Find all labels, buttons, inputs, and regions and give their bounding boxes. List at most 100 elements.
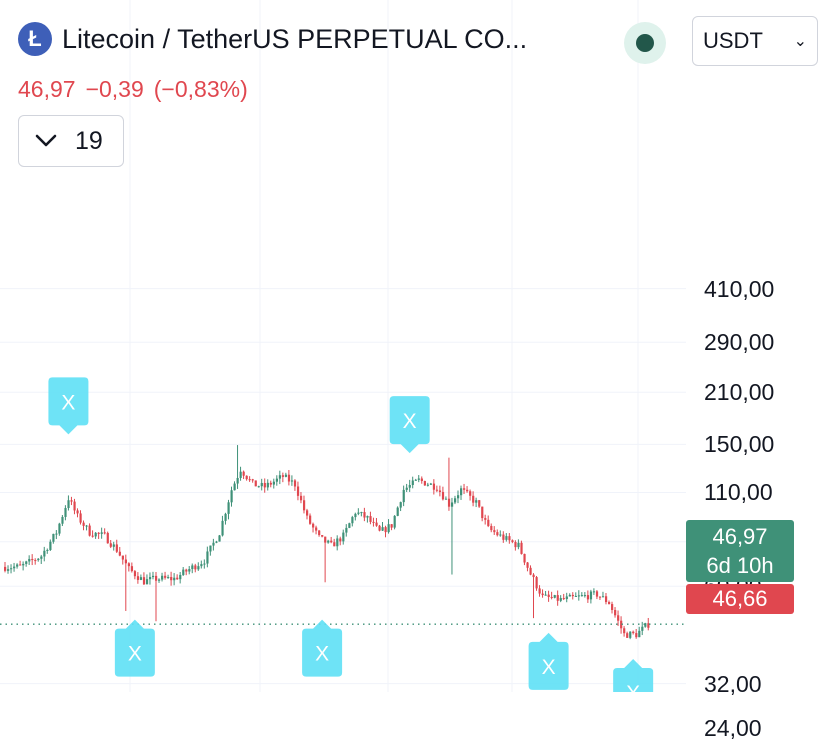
candle-body bbox=[592, 591, 596, 593]
candle-body bbox=[396, 507, 399, 516]
signal-marker-label: X bbox=[542, 656, 556, 679]
signal-marker-bg bbox=[389, 396, 430, 454]
candle-body bbox=[562, 598, 565, 600]
candle-body bbox=[366, 516, 369, 518]
price-quote: 46,97 −0,39 (−0,83%) bbox=[18, 76, 248, 103]
candle-body bbox=[378, 525, 381, 531]
candle-body bbox=[363, 512, 366, 518]
candle-body bbox=[97, 532, 100, 534]
candle-body bbox=[544, 594, 547, 596]
candle-body bbox=[496, 532, 499, 536]
candle-body bbox=[58, 523, 61, 534]
candle-body bbox=[218, 535, 221, 542]
candle-body bbox=[82, 522, 85, 526]
candle-body bbox=[85, 525, 88, 527]
symbol-title[interactable]: Litecoin / TetherUS PERPETUAL CO... bbox=[62, 23, 528, 54]
candle-body bbox=[408, 485, 411, 488]
candle-body bbox=[161, 575, 164, 580]
signal-marker[interactable]: X bbox=[302, 619, 343, 677]
candle-body bbox=[296, 486, 300, 496]
candle-body bbox=[611, 604, 614, 610]
candle-body bbox=[354, 513, 357, 518]
candle-body bbox=[550, 596, 553, 598]
candle-body bbox=[13, 566, 16, 569]
candle-body bbox=[321, 535, 324, 537]
candle-body bbox=[429, 483, 433, 485]
candle-body bbox=[399, 502, 402, 508]
candle-body bbox=[236, 477, 239, 484]
candle-body bbox=[124, 559, 127, 564]
candle-body bbox=[463, 488, 466, 490]
candle-body bbox=[269, 482, 272, 485]
candle-body bbox=[475, 500, 478, 503]
chevron-down-icon: ⌄ bbox=[793, 33, 807, 50]
candle-body bbox=[151, 575, 155, 578]
candle-body bbox=[472, 495, 475, 503]
price-axis-label: 110,00 bbox=[704, 479, 773, 506]
candle-body bbox=[393, 515, 396, 528]
signal-marker[interactable]: X bbox=[613, 659, 654, 692]
candle-body bbox=[351, 517, 354, 524]
candle-body bbox=[275, 478, 278, 482]
candle-body bbox=[348, 523, 351, 528]
candle-body bbox=[387, 524, 390, 533]
chevron-down-icon bbox=[35, 134, 57, 147]
candle-body bbox=[164, 575, 167, 578]
candle-body bbox=[233, 483, 236, 491]
candle-body bbox=[369, 516, 372, 522]
candle-body bbox=[426, 484, 429, 486]
candle-body bbox=[25, 561, 28, 564]
signal-marker[interactable]: X bbox=[114, 619, 155, 677]
indicators-toggle-button[interactable]: 19 bbox=[18, 115, 124, 167]
signal-marker-label: X bbox=[403, 410, 417, 433]
price-chart[interactable]: X X X X X X bbox=[0, 0, 828, 692]
symbol-header: Ł Litecoin / TetherUS PERPETUAL CO... bbox=[18, 22, 527, 56]
candle-body bbox=[435, 489, 439, 491]
candle-body bbox=[514, 542, 517, 548]
candle-body bbox=[31, 558, 34, 561]
candle-body bbox=[127, 563, 131, 567]
candle-body bbox=[620, 620, 623, 629]
candle-body bbox=[10, 568, 13, 570]
candle-body bbox=[136, 576, 140, 580]
signal-marker[interactable]: X bbox=[528, 632, 569, 690]
candle-body bbox=[614, 609, 617, 616]
candle-body bbox=[115, 544, 118, 552]
currency-select-value: USDT bbox=[703, 28, 763, 53]
candle-body bbox=[293, 480, 297, 487]
signal-marker-label: X bbox=[128, 643, 142, 666]
candle-body bbox=[19, 564, 22, 566]
price-axis-label: 150,00 bbox=[704, 431, 775, 458]
currency-select[interactable]: USDT ⌄ bbox=[692, 16, 818, 66]
candle-body bbox=[251, 479, 254, 481]
candle-body bbox=[73, 501, 76, 511]
candle-body bbox=[257, 486, 260, 488]
candle-body bbox=[239, 471, 242, 478]
candle-body bbox=[453, 498, 457, 503]
price-axis-label: 410,00 bbox=[704, 275, 775, 302]
candle-body bbox=[499, 534, 502, 536]
candle-body bbox=[450, 502, 454, 507]
candle-body bbox=[79, 513, 82, 523]
candle-body bbox=[568, 594, 571, 597]
candle-body bbox=[641, 626, 644, 631]
candle-body bbox=[481, 506, 484, 519]
litecoin-icon: Ł bbox=[18, 22, 52, 56]
market-status-dot bbox=[636, 34, 654, 52]
candle-body bbox=[55, 533, 58, 535]
candle-body bbox=[589, 591, 593, 600]
candle-body bbox=[28, 558, 31, 562]
candle-body bbox=[7, 569, 10, 571]
candle-body bbox=[145, 579, 149, 585]
candle-body bbox=[191, 565, 194, 570]
signal-marker[interactable]: X bbox=[48, 377, 89, 435]
candle-body bbox=[254, 480, 257, 487]
candle-body bbox=[103, 532, 106, 534]
candle-body bbox=[100, 532, 103, 534]
market-status-indicator[interactable] bbox=[624, 22, 666, 64]
signal-marker[interactable]: X bbox=[389, 396, 430, 454]
candle-body bbox=[432, 483, 436, 490]
candle-body bbox=[517, 542, 520, 548]
candle-body bbox=[287, 474, 291, 482]
signal-marker-bg bbox=[114, 619, 155, 677]
